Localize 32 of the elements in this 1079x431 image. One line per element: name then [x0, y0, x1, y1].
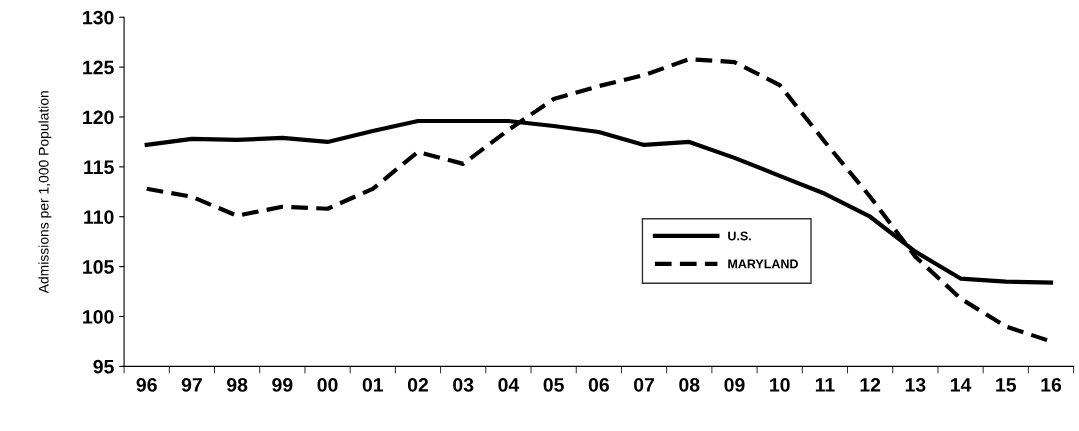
x-tick-label: 99: [272, 377, 293, 392]
x-tick-label: 00: [317, 377, 338, 392]
x-tick-label: 97: [181, 377, 202, 392]
x-tick-label: 08: [679, 377, 700, 392]
y-tick-label: 115: [84, 160, 114, 175]
x-tick-label: 12: [860, 377, 881, 392]
x-tick-label: 98: [226, 377, 248, 392]
x-tick-label: 10: [770, 377, 790, 392]
y-tick-label: 110: [84, 210, 114, 224]
x-tick-label: 07: [634, 377, 655, 392]
x-tick-label: 03: [453, 377, 474, 392]
y-tick-label: 130: [83, 10, 114, 25]
x-tick-label: 96: [136, 377, 157, 392]
x-tick-label: 01: [362, 377, 384, 392]
x-tick-label: 15: [996, 378, 1017, 392]
y-tick-label: 120: [83, 110, 114, 125]
legend-label: U.S.: [728, 231, 751, 241]
y-tick-label: 105: [83, 260, 114, 274]
y-axis-title: Admissions per 1,000 Population: [38, 91, 52, 294]
x-tick-label: 09: [724, 377, 745, 392]
x-tick-label: 11: [815, 378, 835, 392]
y-tick-label: 95: [93, 359, 114, 374]
x-tick-label: 04: [498, 377, 520, 392]
x-tick-label: 05: [543, 377, 564, 392]
x-tick-label: 16: [1041, 377, 1062, 392]
x-tick-label: 14: [950, 378, 972, 392]
y-tick-label: 125: [83, 60, 114, 75]
legend-label: MARYLAND: [728, 259, 798, 269]
x-tick-label: 02: [407, 377, 429, 392]
y-tick-label: 100: [83, 309, 114, 324]
x-tick-label: 13: [905, 377, 926, 392]
x-tick-label: 06: [588, 377, 609, 392]
